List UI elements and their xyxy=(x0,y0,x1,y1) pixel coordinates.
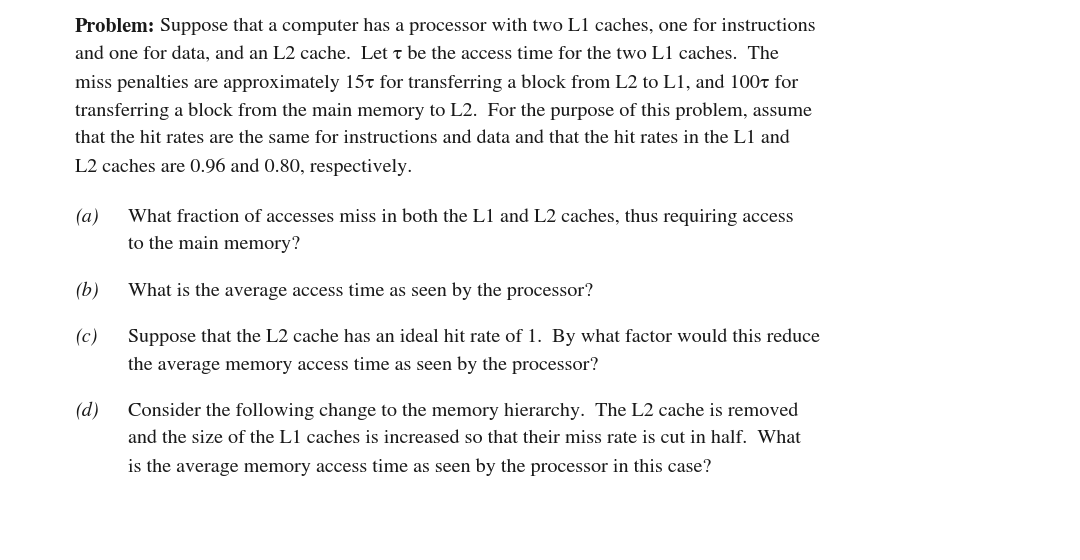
Text: that the hit rates are the same for instructions and data and that the hit rates: that the hit rates are the same for inst… xyxy=(75,130,789,147)
Text: (b): (b) xyxy=(75,282,98,300)
Text: the average memory access time as seen by the processor?: the average memory access time as seen b… xyxy=(129,356,598,374)
Text: Suppose that a computer has a processor with two L1 caches, one for instructions: Suppose that a computer has a processor … xyxy=(156,18,815,35)
Text: and the size of the L1 caches is increased so that their miss rate is cut in hal: and the size of the L1 caches is increas… xyxy=(129,430,801,447)
Text: What fraction of accesses miss in both the L1 and L2 caches, thus requiring acce: What fraction of accesses miss in both t… xyxy=(129,208,794,226)
Text: Consider the following change to the memory hierarchy.  The L2 cache is removed: Consider the following change to the mem… xyxy=(129,402,798,419)
Text: (a): (a) xyxy=(75,208,98,226)
Text: Suppose that the L2 cache has an ideal hit rate of 1.  By what factor would this: Suppose that the L2 cache has an ideal h… xyxy=(129,328,820,346)
Text: (d): (d) xyxy=(75,402,98,421)
Text: What is the average access time as seen by the processor?: What is the average access time as seen … xyxy=(129,282,593,300)
Text: (c): (c) xyxy=(75,328,97,347)
Text: and one for data, and an L2 cache.  Let τ be the access time for the two L1 cach: and one for data, and an L2 cache. Let τ… xyxy=(75,46,779,63)
Text: to the main memory?: to the main memory? xyxy=(129,236,300,253)
Text: miss penalties are approximately 15τ for transferring a block from L2 to L1, and: miss penalties are approximately 15τ for… xyxy=(75,74,798,92)
Text: Problem:: Problem: xyxy=(75,18,156,36)
Text: transferring a block from the main memory to L2.  For the purpose of this proble: transferring a block from the main memor… xyxy=(75,102,812,120)
Text: L2 caches are 0.96 and 0.80, respectively.: L2 caches are 0.96 and 0.80, respectivel… xyxy=(75,158,413,176)
Text: is the average memory access time as seen by the processor in this case?: is the average memory access time as see… xyxy=(129,458,712,475)
